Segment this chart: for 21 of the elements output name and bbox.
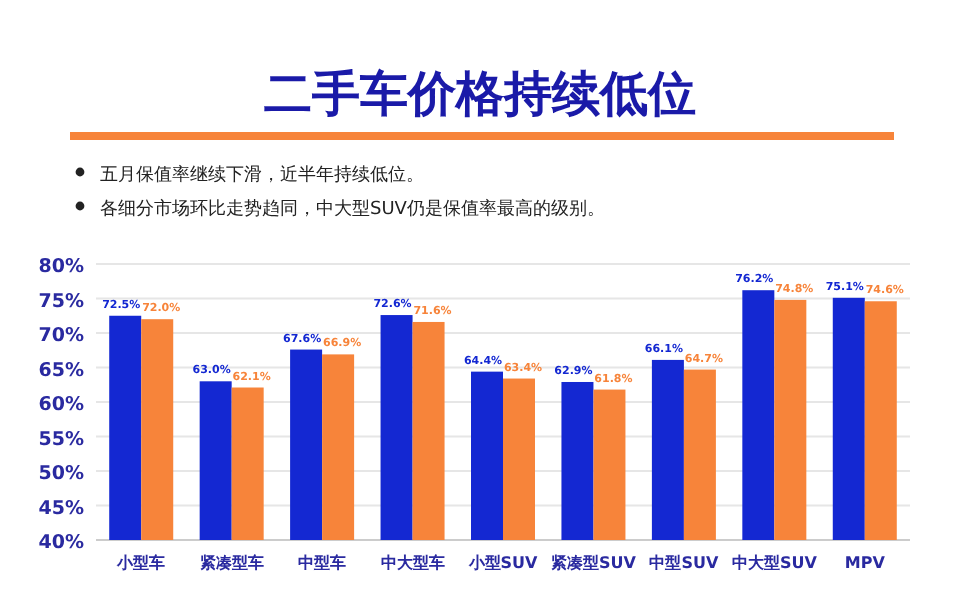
x-tick-label: 紧凑型车 bbox=[199, 554, 264, 572]
y-tick-label: 45% bbox=[38, 497, 85, 520]
y-tick-label: 60% bbox=[38, 394, 85, 416]
y-tick-label: 55% bbox=[38, 428, 85, 451]
text: 五月保值率继续下滑，近半年持续低位。 bbox=[100, 164, 424, 186]
x-tick-label: 小型SUV bbox=[466, 554, 540, 572]
y-tick-label: 70% bbox=[38, 325, 85, 347]
y-tick-label: 80% bbox=[38, 256, 85, 278]
x-tick-label: 中大型车 bbox=[380, 554, 445, 572]
title: 二手车价格持续低位 bbox=[264, 66, 696, 122]
text: 各细分市场环比走势趋同，中大型SUV仍是保值率最高的级别。 bbox=[100, 198, 605, 220]
y-tick-label: 75% bbox=[38, 290, 85, 313]
x-tick-label: 小型车 bbox=[115, 554, 166, 572]
y-tick-label: 40% bbox=[38, 532, 85, 554]
x-tick-label: 紧凑型SUV bbox=[550, 554, 638, 572]
x-tick-label: 中型车 bbox=[298, 554, 347, 572]
y-tick-label: 65% bbox=[38, 359, 85, 382]
x-tick-label: 中型SUV bbox=[649, 554, 720, 572]
y-tick-label: 50% bbox=[38, 463, 85, 485]
x-tick-label: MPV bbox=[844, 554, 887, 572]
x-tick-label: 中大型SUV bbox=[731, 554, 819, 572]
